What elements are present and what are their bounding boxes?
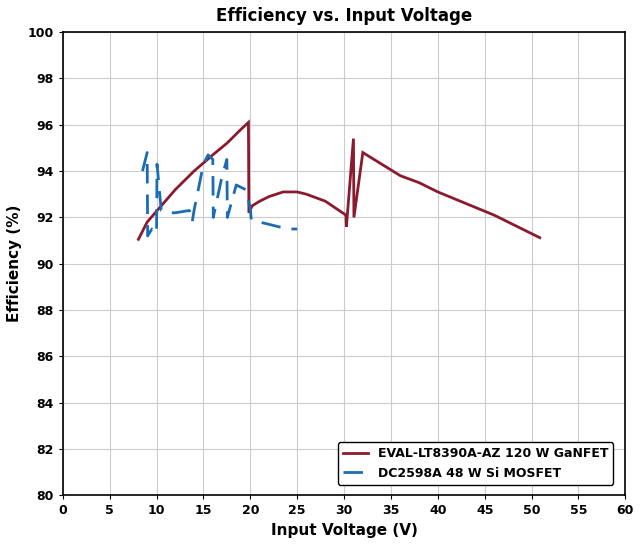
Legend: EVAL-LT8390A-AZ 120 W GaNFET, DC2598A 48 W Si MOSFET: EVAL-LT8390A-AZ 120 W GaNFET, DC2598A 48… (338, 443, 613, 485)
Title: Efficiency vs. Input Voltage: Efficiency vs. Input Voltage (216, 7, 472, 25)
Y-axis label: Efficiency (%): Efficiency (%) (7, 205, 22, 323)
X-axis label: Input Voltage (V): Input Voltage (V) (271, 523, 417, 538)
